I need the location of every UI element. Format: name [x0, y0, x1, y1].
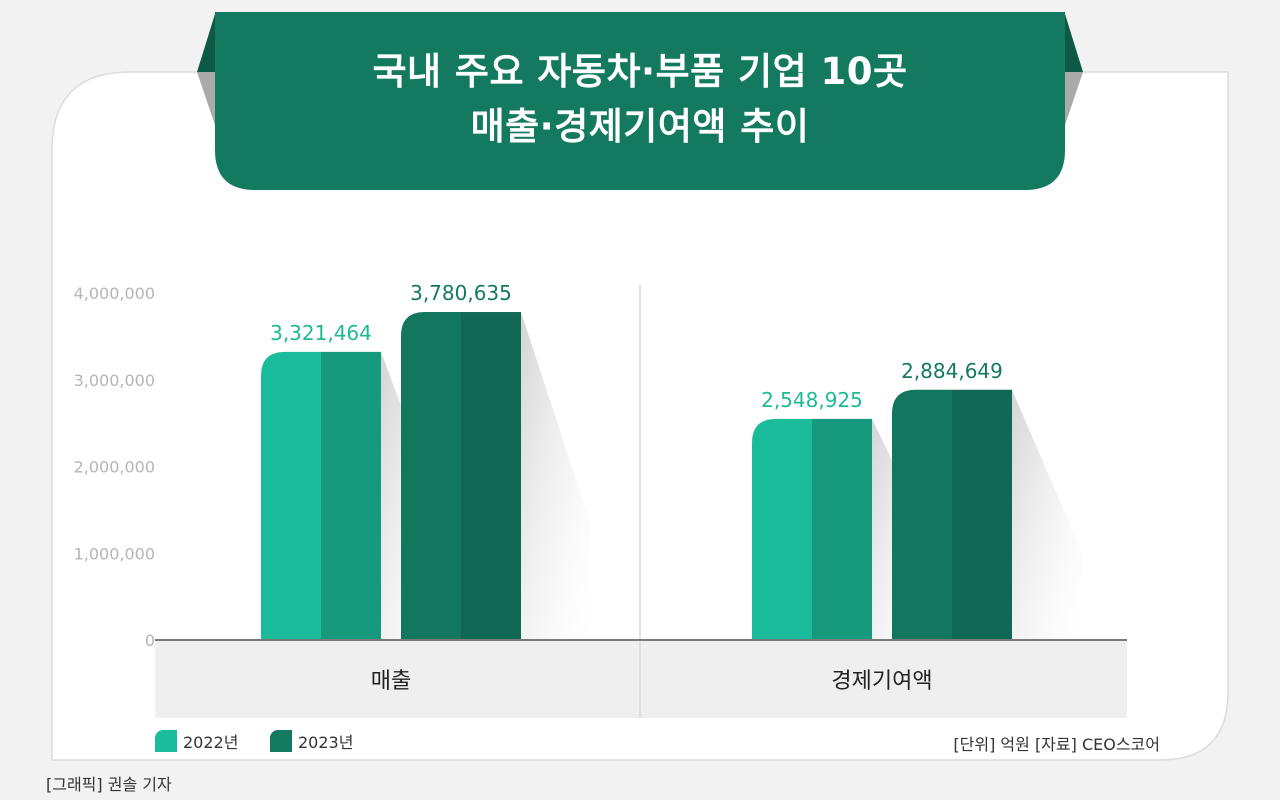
legend-label-2023: 2023년	[298, 733, 354, 752]
banner-fold-left	[197, 14, 215, 72]
y-tick-label: 3,000,000	[74, 371, 155, 390]
bar-매출-2022년	[261, 351, 381, 640]
category-band	[155, 641, 1127, 718]
bar-매출-2023년	[401, 312, 521, 640]
legend-label-2022: 2022년	[183, 733, 239, 752]
y-tick-label: 2,000,000	[74, 458, 155, 477]
bar-shadow	[1012, 389, 1082, 640]
y-tick-label: 0	[145, 631, 155, 650]
data-label: 2,548,925	[761, 388, 863, 412]
bar-face-right	[461, 312, 521, 640]
bar-face-left	[401, 312, 461, 640]
data-label: 2,884,649	[901, 359, 1003, 383]
banner-fold-right	[1065, 14, 1083, 72]
title-banner	[215, 12, 1065, 190]
bar-경제기여액-2023년	[892, 389, 1012, 640]
bar-shadow	[521, 312, 591, 640]
data-label: 3,321,464	[270, 321, 372, 345]
legend-item-2022: 2022년	[155, 730, 238, 752]
data-label: 3,780,635	[410, 281, 512, 305]
unit-source-note: [단위] 억원 [자료] CEO스코어	[953, 735, 1160, 754]
bar-경제기여액-2022년	[752, 418, 872, 640]
banner-fold-right-shadow	[1065, 72, 1083, 125]
legend-item-2023: 2023년	[270, 730, 353, 752]
legend-swatch-2023	[270, 730, 292, 752]
x-category-label: 매출	[371, 669, 411, 694]
bar-face-right	[952, 389, 1012, 640]
chart-title: 국내 주요 자동차·부품 기업 10곳 매출·경제기여액 추이	[215, 44, 1065, 154]
bar-face-right	[812, 418, 872, 640]
bar-face-right	[321, 351, 381, 640]
legend-swatch-2022	[155, 730, 177, 752]
bar-face-left	[892, 389, 952, 640]
bar-face-left	[261, 351, 321, 640]
graphic-credit: [그래픽] 권솔 기자	[46, 775, 172, 794]
y-tick-label: 4,000,000	[74, 284, 155, 303]
chart-title-line1: 국내 주요 자동차·부품 기업 10곳	[372, 50, 908, 93]
bar-face-left	[752, 418, 812, 640]
chart-title-line2: 매출·경제기여액 추이	[470, 105, 810, 148]
banner-fold-left-shadow	[197, 72, 215, 125]
y-tick-label: 1,000,000	[74, 544, 155, 563]
x-category-label: 경제기여액	[831, 669, 932, 694]
